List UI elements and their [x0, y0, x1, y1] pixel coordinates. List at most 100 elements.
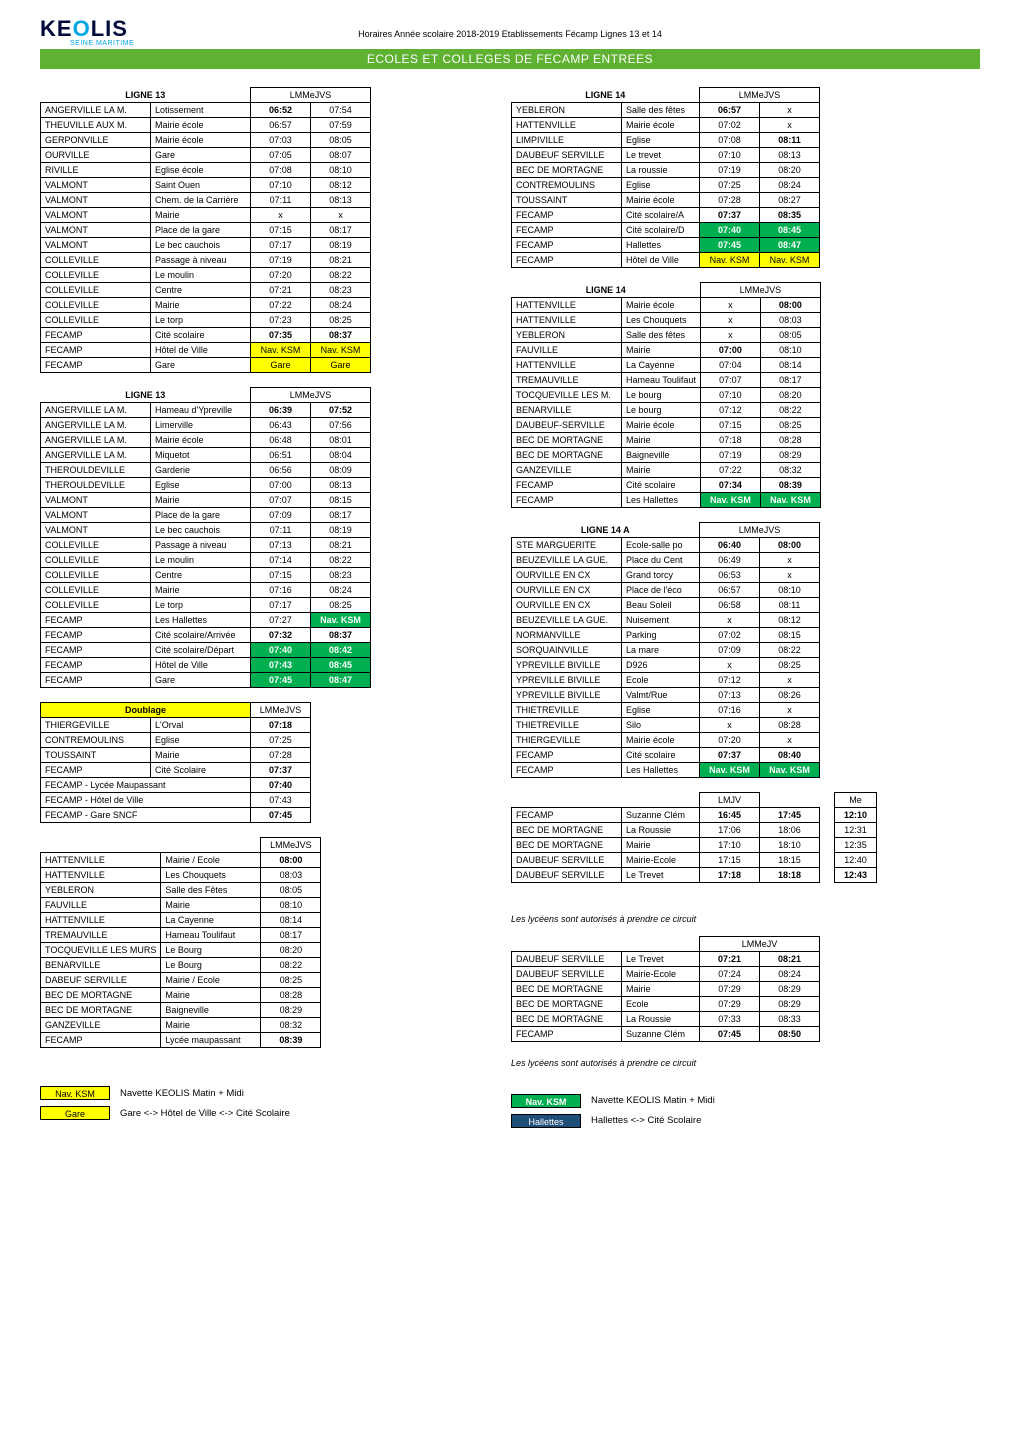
- table-row: BENARVILLELe bourg07:1208:22: [512, 403, 821, 418]
- timetable: LIGNE 14LMMeJVSHATTENVILLEMairie écolex0…: [511, 282, 821, 508]
- table-row: COLLEVILLELe torp07:2308:25: [41, 313, 371, 328]
- table-row: FECAMPCité scolaire/Arrivée07:3208:37: [41, 628, 371, 643]
- table-row: TREMAUVILLEHameau Toulifaut08:17: [41, 928, 321, 943]
- timetable: LMMeJVSHATTENVILLEMairie / Ecole08:00HAT…: [40, 837, 321, 1048]
- table-title: LIGNE 14: [512, 88, 700, 103]
- table-row: VALMONTMairiexx: [41, 208, 371, 223]
- table-row: BEC DE MORTAGNEEcole07:2908:29: [512, 996, 820, 1011]
- table-row: FECAMPHôtel de VilleNav. KSMNav. KSM: [512, 253, 820, 268]
- table-row: FAUVILLEMairie07:0008:10: [512, 343, 821, 358]
- table-row: BEC DE MORTAGNEMairie08:28: [41, 988, 321, 1003]
- table-row: COLLEVILLEMairie07:2208:24: [41, 298, 371, 313]
- table-title: LIGNE 14: [512, 283, 701, 298]
- table-row: DAUBEUF SERVILLEMairie-Ecole17:1518:15: [512, 853, 820, 868]
- table-row: FECAMPGare07:4508:47: [41, 673, 371, 688]
- table-row: FECAMPCité scolaire/A07:3708:35: [512, 208, 820, 223]
- table-row: VALMONTPlace de la gare07:0908:17: [41, 508, 371, 523]
- timetable: LIGNE 13LMMeJVSANGERVILLE LA M.Lotisseme…: [40, 87, 371, 373]
- table-row: DAUBEUF SERVILLELe Trevet07:2108:21: [512, 951, 820, 966]
- table-row: COLLEVILLEMairie07:1608:24: [41, 583, 371, 598]
- table-row: DAUBEUF SERVILLELe trevet07:1008:13: [512, 148, 820, 163]
- days-header: LMMeJVS: [700, 283, 820, 298]
- legend-right: Nav. KSM Navette KEOLIS Matin + Midi Hal…: [511, 1088, 877, 1128]
- table-row: BEUZEVILLE LA GUE.Place du Cent06:49x: [512, 553, 820, 568]
- table-row: GERPONVILLEMairie école07:0308:05: [41, 133, 371, 148]
- table-row: FECAMPSuzanne Clém16:4517:45: [512, 808, 820, 823]
- table-row: COLLEVILLEPassage à niveau07:1908:21: [41, 253, 371, 268]
- table-row: FECAMPHallettes07:4508:47: [512, 238, 820, 253]
- table-row: HATTENVILLELes Chouquets08:03: [41, 868, 321, 883]
- table-row: HATTENVILLEMairie / Ecole08:00: [41, 853, 321, 868]
- table-row: OURVILLEGare07:0508:07: [41, 148, 371, 163]
- table-row: SORQUAINVILLELa mare07:0908:22: [512, 643, 820, 658]
- table-row: COLLEVILLEPassage à niveau07:1308:21: [41, 538, 371, 553]
- table-row: OURVILLE EN CXBeau Soleil06:5808:11: [512, 598, 820, 613]
- table-row: VALMONTMairie07:0708:15: [41, 493, 371, 508]
- table-row: FECAMP - Hôtel de Ville07:43: [41, 793, 311, 808]
- table-row: FECAMP - Gare SNCF07:45: [41, 808, 311, 823]
- legend-nav-text-r: Navette KEOLIS Matin + Midi: [591, 1095, 715, 1106]
- table-row: DAUBEUF-SERVILLEMairie école07:1508:25: [512, 418, 821, 433]
- table-row: COLLEVILLELe moulin07:1408:22: [41, 553, 371, 568]
- table-row: NORMANVILLEParking07:0208:15: [512, 628, 820, 643]
- table-row: VALMONTLe bec cauchois07:1708:19: [41, 238, 371, 253]
- table-row: BEC DE MORTAGNELa Roussie07:3308:33: [512, 1011, 820, 1026]
- logo-subtitle: SEINE MARITIME: [70, 40, 980, 47]
- table-row: VALMONTPlace de la gare07:1508:17: [41, 223, 371, 238]
- legend-left: Nav. KSM Navette KEOLIS Matin + Midi Gar…: [40, 1080, 371, 1120]
- table-row: YPREVILLE BIVILLEValmt/Rue07:1308:26: [512, 688, 820, 703]
- table-row: GANZEVILLEMairie08:32: [41, 1018, 321, 1033]
- table-row: FECAMPSuzanne Clém07:4508:50: [512, 1026, 820, 1041]
- table-row: YEBLERONSalle des fêtes06:57x: [512, 103, 820, 118]
- table-title: Doublage: [41, 703, 251, 718]
- table-row: THIETREVILLEEglise07:16x: [512, 703, 820, 718]
- legend-hallettes: Hallettes: [511, 1114, 581, 1128]
- table-row: FECAMPLycée maupassant08:39: [41, 1033, 321, 1048]
- page-subtitle: Horaires Année scolaire 2018-2019 Etabli…: [40, 29, 980, 39]
- table-row: BEC DE MORTAGNEBaigneville08:29: [41, 1003, 321, 1018]
- table-row: BEC DE MORTAGNELa roussie07:1908:20: [512, 163, 820, 178]
- table-row: THEUVILLE AUX M.Mairie école06:5707:59: [41, 118, 371, 133]
- timetable: LMMeJVDAUBEUF SERVILLELe Trevet07:2108:2…: [511, 936, 820, 1042]
- timetable-doublage: DoublageLMMeJVSTHIERGEVILLEL'Orval07:18C…: [40, 702, 311, 823]
- table-row: THEROULDEVILLEGarderie06:5608:09: [41, 463, 371, 478]
- table-title: LIGNE 13: [41, 388, 251, 403]
- table-row: FECAMPCité scolaire/Départ07:4008:42: [41, 643, 371, 658]
- table-row: STE MARGUERITEEcole-salle po06:4008:00: [512, 538, 820, 553]
- table-row: ANGERVILLE LA M.Miquetot06:5108:04: [41, 448, 371, 463]
- note: Les lycéens sont autorisés à prendre ce …: [511, 912, 877, 926]
- table-row: BEC DE MORTAGNELa Roussie17:0618:06: [512, 823, 820, 838]
- right-column: LIGNE 14LMMeJVSYEBLERONSalle des fêtes06…: [511, 87, 877, 1128]
- table-row: COLLEVILLELe torp07:1708:25: [41, 598, 371, 613]
- days-header: LMMeJVS: [251, 388, 371, 403]
- timetable: LIGNE 14 ALMMeJVSSTE MARGUERITEEcole-sal…: [511, 522, 820, 778]
- table-row: TREMAUVILLEHameau Toulifaut07:0708:17: [512, 373, 821, 388]
- legend-nav-ksm-r: Nav. KSM: [511, 1094, 581, 1108]
- table-row: FECAMPLes Hallettes07:27Nav. KSM: [41, 613, 371, 628]
- table-row: HATTENVILLEMairie école07:02x: [512, 118, 820, 133]
- left-column: LIGNE 13LMMeJVSANGERVILLE LA M.Lotisseme…: [40, 87, 371, 1128]
- table-row: THIETREVILLESilox08:28: [512, 718, 820, 733]
- table-row: CONTREMOULINSEglise07:2508:24: [512, 178, 820, 193]
- table-row: VALMONTChem. de la Carrière07:1108:13: [41, 193, 371, 208]
- logo-part1: KE: [40, 16, 73, 42]
- table-title: LIGNE 14 A: [512, 523, 700, 538]
- table-row: YPREVILLE BIVILLED926x08:25: [512, 658, 820, 673]
- table-row: HATTENVILLELa Cayenne08:14: [41, 913, 321, 928]
- table-row: FECAMP - Lycée Maupassant07:40: [41, 778, 311, 793]
- table-row: COLLEVILLECentre07:2108:23: [41, 283, 371, 298]
- timetable: LIGNE 14LMMeJVSYEBLERONSalle des fêtes06…: [511, 87, 820, 268]
- table-row: BEC DE MORTAGNEMairie07:2908:29: [512, 981, 820, 996]
- days-header: LMMeJVS: [251, 88, 371, 103]
- table-row: TOUSSAINTMairie école07:2808:27: [512, 193, 820, 208]
- table-row: DAUBEUF SERVILLEMairie-Ecole07:2408:24: [512, 966, 820, 981]
- legend-gare-text: Gare <-> Hôtel de Ville <-> Cité Scolair…: [120, 1108, 290, 1119]
- table-row: FECAMPCité scolaire07:3708:40: [512, 748, 820, 763]
- table-row: DABEUF SERVILLEMairie / Ecole08:25: [41, 973, 321, 988]
- table-row: FECAMPHôtel de VilleNav. KSMNav. KSM: [41, 343, 371, 358]
- table-row: BEUZEVILLE LA GUE.Nuisementx08:12: [512, 613, 820, 628]
- table-row: COLLEVILLECentre07:1508:23: [41, 568, 371, 583]
- logo-part2: LIS: [91, 16, 128, 42]
- table-row: OURVILLE EN CXGrand torcy06:53x: [512, 568, 820, 583]
- table-row: RIVILLEEglise école07:0808:10: [41, 163, 371, 178]
